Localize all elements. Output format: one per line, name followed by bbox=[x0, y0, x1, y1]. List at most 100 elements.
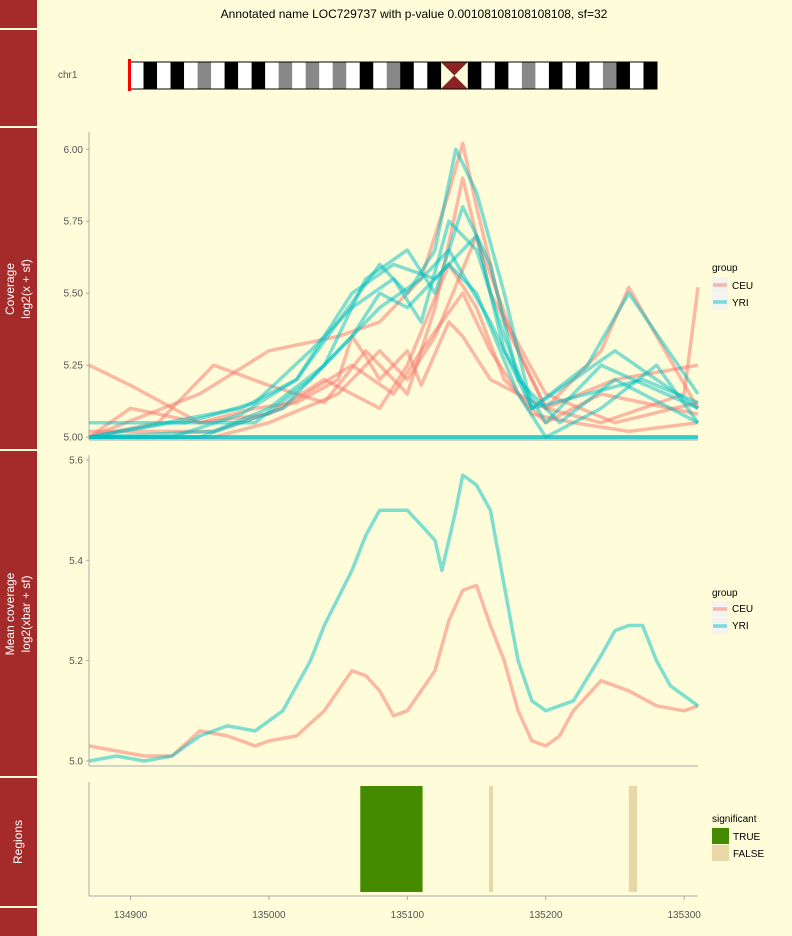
ideogram-band bbox=[521, 62, 536, 89]
mean-y-tick-label: 5.0 bbox=[69, 756, 83, 767]
ideogram-band bbox=[629, 62, 644, 89]
coverage-legend-title: group bbox=[712, 263, 738, 274]
ideogram-band bbox=[143, 62, 158, 89]
strip-bottom bbox=[0, 908, 37, 936]
centromere-bottom bbox=[440, 75, 468, 89]
ideogram-band bbox=[292, 62, 306, 89]
centromere-top bbox=[440, 62, 468, 76]
ideogram-band bbox=[548, 62, 563, 89]
mean-y-tick-label: 5.4 bbox=[69, 556, 83, 567]
coverage-y-tick-label: 5.00 bbox=[64, 433, 84, 444]
chromosome-label: chr1 bbox=[58, 70, 78, 81]
x-tick-label: 135000 bbox=[252, 910, 286, 921]
mean-legend-title: group bbox=[712, 588, 738, 599]
region-rect bbox=[489, 786, 494, 892]
coverage-line-yri bbox=[89, 219, 700, 425]
ideogram-band bbox=[373, 62, 388, 89]
region-rects bbox=[360, 786, 638, 892]
ideogram-band bbox=[130, 62, 144, 89]
coverage-line-ceu bbox=[88, 176, 699, 439]
regions-panel: 134900 135000 135100 135200 135300 significa… bbox=[88, 782, 764, 921]
coverage-lines bbox=[88, 141, 700, 440]
x-tick-label: 135300 bbox=[667, 910, 701, 921]
coverage-legend-label-yri: YRI bbox=[732, 298, 749, 309]
regions-legend-label-false: FALSE bbox=[733, 849, 764, 860]
ideogram-band bbox=[184, 62, 198, 89]
coverage-y-tick-label: 5.50 bbox=[64, 289, 84, 300]
region-rect bbox=[628, 786, 638, 892]
ideogram-bands bbox=[130, 62, 658, 89]
ideogram-band bbox=[643, 62, 658, 89]
ideogram-band bbox=[413, 62, 428, 89]
ideogram-band bbox=[467, 62, 482, 89]
mean-coverage-panel: 5.0 5.2 5.4 5.6 group CEU YRI bbox=[69, 455, 753, 767]
x-tick-label: 134900 bbox=[114, 910, 148, 921]
coverage-line-yri bbox=[89, 147, 699, 439]
ideogram-band bbox=[400, 62, 415, 89]
ideogram-band bbox=[386, 62, 401, 89]
ideogram-band bbox=[157, 62, 171, 89]
strip-label-regions: Regions bbox=[11, 820, 25, 864]
regions-x-ticks: 134900 135000 135100 135200 135300 bbox=[114, 896, 701, 921]
strip-label-mean-2: log2(xbar + sf) bbox=[19, 575, 33, 652]
ideogram-band bbox=[602, 62, 617, 89]
ideogram-band bbox=[616, 62, 631, 89]
coverage-y-tick-label: 6.00 bbox=[64, 145, 84, 156]
strip-coverage bbox=[0, 128, 37, 449]
ideogram-band bbox=[211, 62, 225, 89]
mean-legend-label-yri: YRI bbox=[732, 621, 749, 632]
mean-y-ticks: 5.0 5.2 5.4 5.6 bbox=[69, 456, 89, 767]
ideogram-band bbox=[589, 62, 604, 89]
ideogram-band bbox=[562, 62, 577, 89]
strip-ideogram bbox=[0, 30, 37, 126]
chart-title: Annotated name LOC729737 with p-value 0.… bbox=[221, 7, 608, 21]
mean-line-yri bbox=[88, 473, 700, 763]
coverage-y-tick-label: 5.25 bbox=[64, 361, 84, 372]
strip-regions bbox=[0, 778, 37, 906]
strip-label-coverage-1: Coverage bbox=[3, 263, 17, 315]
coverage-panel: 5.00 5.25 5.50 5.75 6.00 group CEU YRI bbox=[64, 132, 753, 444]
coverage-legend-label-ceu: CEU bbox=[732, 281, 753, 292]
ideogram-band bbox=[332, 62, 347, 89]
coverage-line-ceu bbox=[88, 320, 699, 425]
ideogram-band bbox=[427, 62, 442, 89]
mean-line-ceu bbox=[88, 583, 699, 758]
regions-legend-key-true bbox=[712, 828, 729, 844]
coverage-y-tick-label: 5.75 bbox=[64, 217, 84, 228]
strip-mean-coverage bbox=[0, 451, 37, 776]
strip-label-mean-1: Mean coverage bbox=[3, 572, 17, 655]
ideogram-band bbox=[224, 62, 239, 89]
coverage-y-ticks: 5.00 5.25 5.50 5.75 6.00 bbox=[64, 145, 89, 444]
ideogram-band bbox=[238, 62, 252, 89]
mean-y-tick-label: 5.6 bbox=[69, 456, 83, 467]
ideogram-band bbox=[197, 62, 212, 89]
mean-legend-label-ceu: CEU bbox=[732, 604, 753, 615]
ideogram-band bbox=[265, 62, 279, 89]
ideogram-band bbox=[481, 62, 496, 89]
ideogram-band bbox=[359, 62, 374, 89]
strip-top bbox=[0, 0, 37, 28]
ideogram-band bbox=[575, 62, 590, 89]
ideogram-band bbox=[494, 62, 509, 89]
ideogram-band bbox=[508, 62, 523, 89]
left-strips: Coverage log2(x + sf) Mean coverage log2… bbox=[0, 0, 37, 936]
x-tick-label: 135200 bbox=[529, 910, 563, 921]
strip-label-coverage-2: log2(x + sf) bbox=[19, 259, 33, 319]
mean-lines bbox=[88, 473, 700, 763]
regions-legend-title: significant bbox=[712, 814, 757, 825]
ideogram-highlight bbox=[128, 59, 131, 91]
regions-legend: significant TRUE FALSE bbox=[712, 814, 764, 861]
coverage-legend: group CEU YRI bbox=[712, 263, 753, 310]
mean-legend: group CEU YRI bbox=[712, 588, 753, 634]
regions-legend-key-false bbox=[712, 845, 729, 861]
coverage-line-yri bbox=[89, 248, 699, 439]
ideogram-band bbox=[170, 62, 185, 89]
regions-legend-label-true: TRUE bbox=[733, 832, 761, 843]
ideogram: chr1 bbox=[58, 59, 658, 91]
x-tick-label: 135100 bbox=[391, 910, 425, 921]
ideogram-band bbox=[535, 62, 550, 89]
coverage-line-yri bbox=[88, 205, 699, 439]
ideogram-band bbox=[278, 62, 293, 89]
coverage-line-yri bbox=[88, 233, 699, 439]
